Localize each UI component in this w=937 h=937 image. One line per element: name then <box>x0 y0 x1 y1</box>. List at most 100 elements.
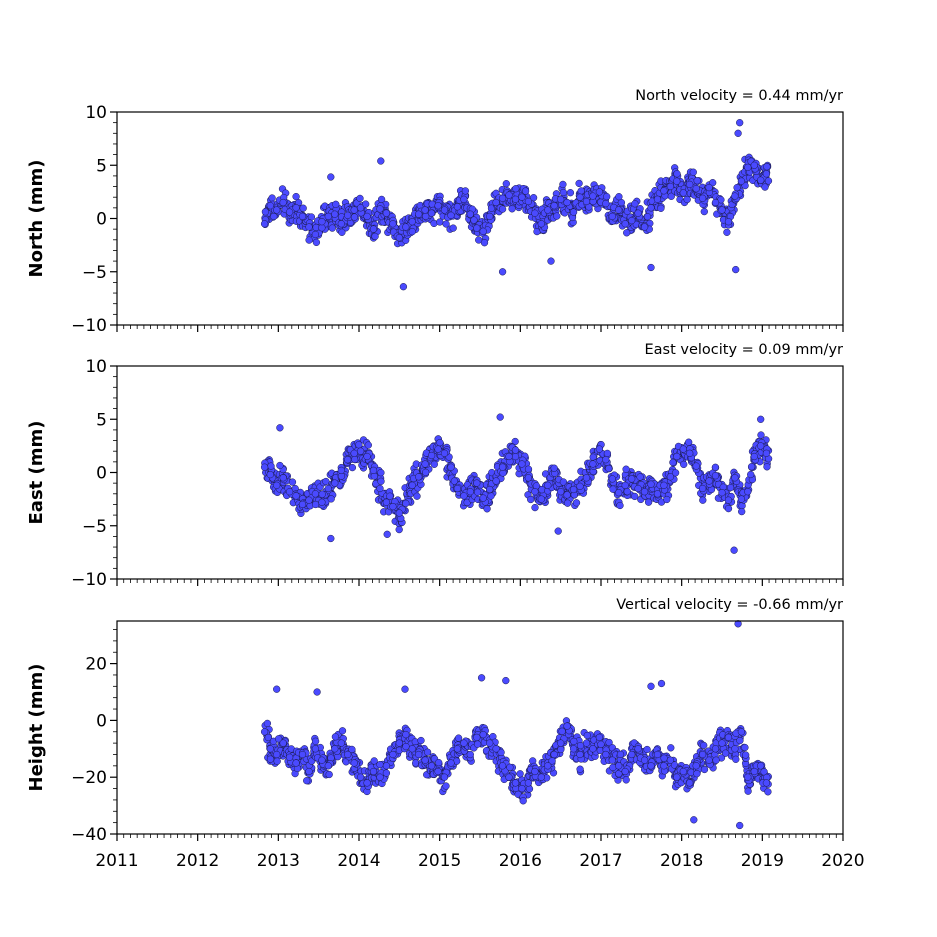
data-point <box>557 488 565 496</box>
data-point <box>692 185 700 193</box>
data-point <box>292 492 300 500</box>
data-point <box>348 463 357 472</box>
data-point <box>292 192 300 201</box>
data-point <box>511 452 520 461</box>
data-point <box>337 466 345 475</box>
data-point <box>350 759 358 767</box>
data-point <box>399 283 408 291</box>
data-point <box>524 474 533 482</box>
north-points <box>260 119 773 291</box>
data-point <box>718 206 726 214</box>
data-point <box>436 438 444 447</box>
y-tick-label: −5 <box>82 517 107 537</box>
data-point <box>376 484 384 493</box>
data-point <box>563 198 571 207</box>
data-point <box>382 762 391 770</box>
data-point <box>486 212 494 221</box>
data-point <box>537 220 545 228</box>
data-point <box>582 474 591 482</box>
data-point <box>369 225 378 233</box>
data-point <box>328 224 336 232</box>
data-point <box>386 492 394 500</box>
data-point <box>327 495 335 503</box>
data-point <box>279 198 287 207</box>
data-point <box>299 204 307 212</box>
data-point <box>757 431 765 439</box>
data-point <box>595 188 604 196</box>
data-point <box>744 488 752 496</box>
data-point <box>415 750 423 759</box>
data-point <box>288 478 297 486</box>
height-points <box>260 620 772 830</box>
data-point <box>623 229 631 237</box>
data-point <box>553 212 561 220</box>
data-point <box>647 682 655 690</box>
data-point <box>408 227 416 236</box>
data-point <box>559 478 568 486</box>
data-point <box>557 195 565 203</box>
data-point <box>616 501 624 510</box>
data-point <box>417 736 425 745</box>
x-tick-label: 2012 <box>176 851 219 871</box>
data-point <box>615 206 623 214</box>
data-point <box>615 193 623 201</box>
y-tick-label: 0 <box>96 464 107 484</box>
data-point <box>726 483 735 492</box>
data-point <box>279 474 287 482</box>
data-point <box>377 477 385 485</box>
data-point <box>318 218 326 226</box>
data-point <box>589 460 597 468</box>
data-point <box>602 750 610 759</box>
data-point <box>731 745 739 753</box>
east-velocity-label: East velocity = 0.09 mm/yr <box>644 342 843 358</box>
data-point <box>673 452 681 461</box>
data-point <box>640 488 649 496</box>
data-point <box>559 188 568 197</box>
data-point <box>508 205 516 213</box>
data-point <box>363 452 371 461</box>
data-point <box>266 202 274 210</box>
data-point <box>460 195 468 203</box>
data-point <box>460 492 468 500</box>
east-points <box>260 413 773 554</box>
east-x-ticks <box>116 579 844 586</box>
data-point <box>325 770 333 779</box>
data-point <box>518 193 526 201</box>
data-point <box>712 756 720 764</box>
y-tick-label: 5 <box>96 156 107 176</box>
data-point <box>737 177 746 185</box>
east-y-ticks: −10 −5 0 5 10 <box>71 357 117 590</box>
height-panel: −40 −20 0 20 Height (mm) Vertical velocity = … <box>26 597 865 871</box>
data-point <box>597 740 605 748</box>
data-point <box>474 488 482 496</box>
data-point <box>750 767 758 776</box>
data-point <box>679 767 687 776</box>
data-point <box>762 449 771 457</box>
data-point <box>762 170 771 178</box>
data-point <box>640 756 649 764</box>
data-point <box>402 730 410 739</box>
data-point <box>550 750 558 759</box>
east-y-axis-label: East (mm) <box>26 421 47 525</box>
data-point <box>557 745 565 754</box>
x-tick-label: 2013 <box>257 851 300 871</box>
data-point <box>273 757 281 765</box>
data-point <box>524 197 533 206</box>
north-panel: −10 −5 0 5 10 North (mm) North velocity = 0.44… <box>26 88 844 336</box>
data-point <box>689 168 697 176</box>
data-point <box>554 527 562 535</box>
data-point <box>505 773 513 781</box>
data-point <box>563 722 571 730</box>
data-point <box>692 762 700 770</box>
data-point <box>312 238 321 247</box>
data-point <box>401 685 409 693</box>
data-point <box>427 451 436 460</box>
data-point <box>363 779 371 787</box>
data-point <box>487 492 495 500</box>
data-point <box>497 748 505 757</box>
data-point <box>511 195 520 203</box>
data-point <box>389 502 397 511</box>
data-point <box>505 452 513 461</box>
data-point <box>732 755 740 763</box>
data-point <box>679 445 687 453</box>
